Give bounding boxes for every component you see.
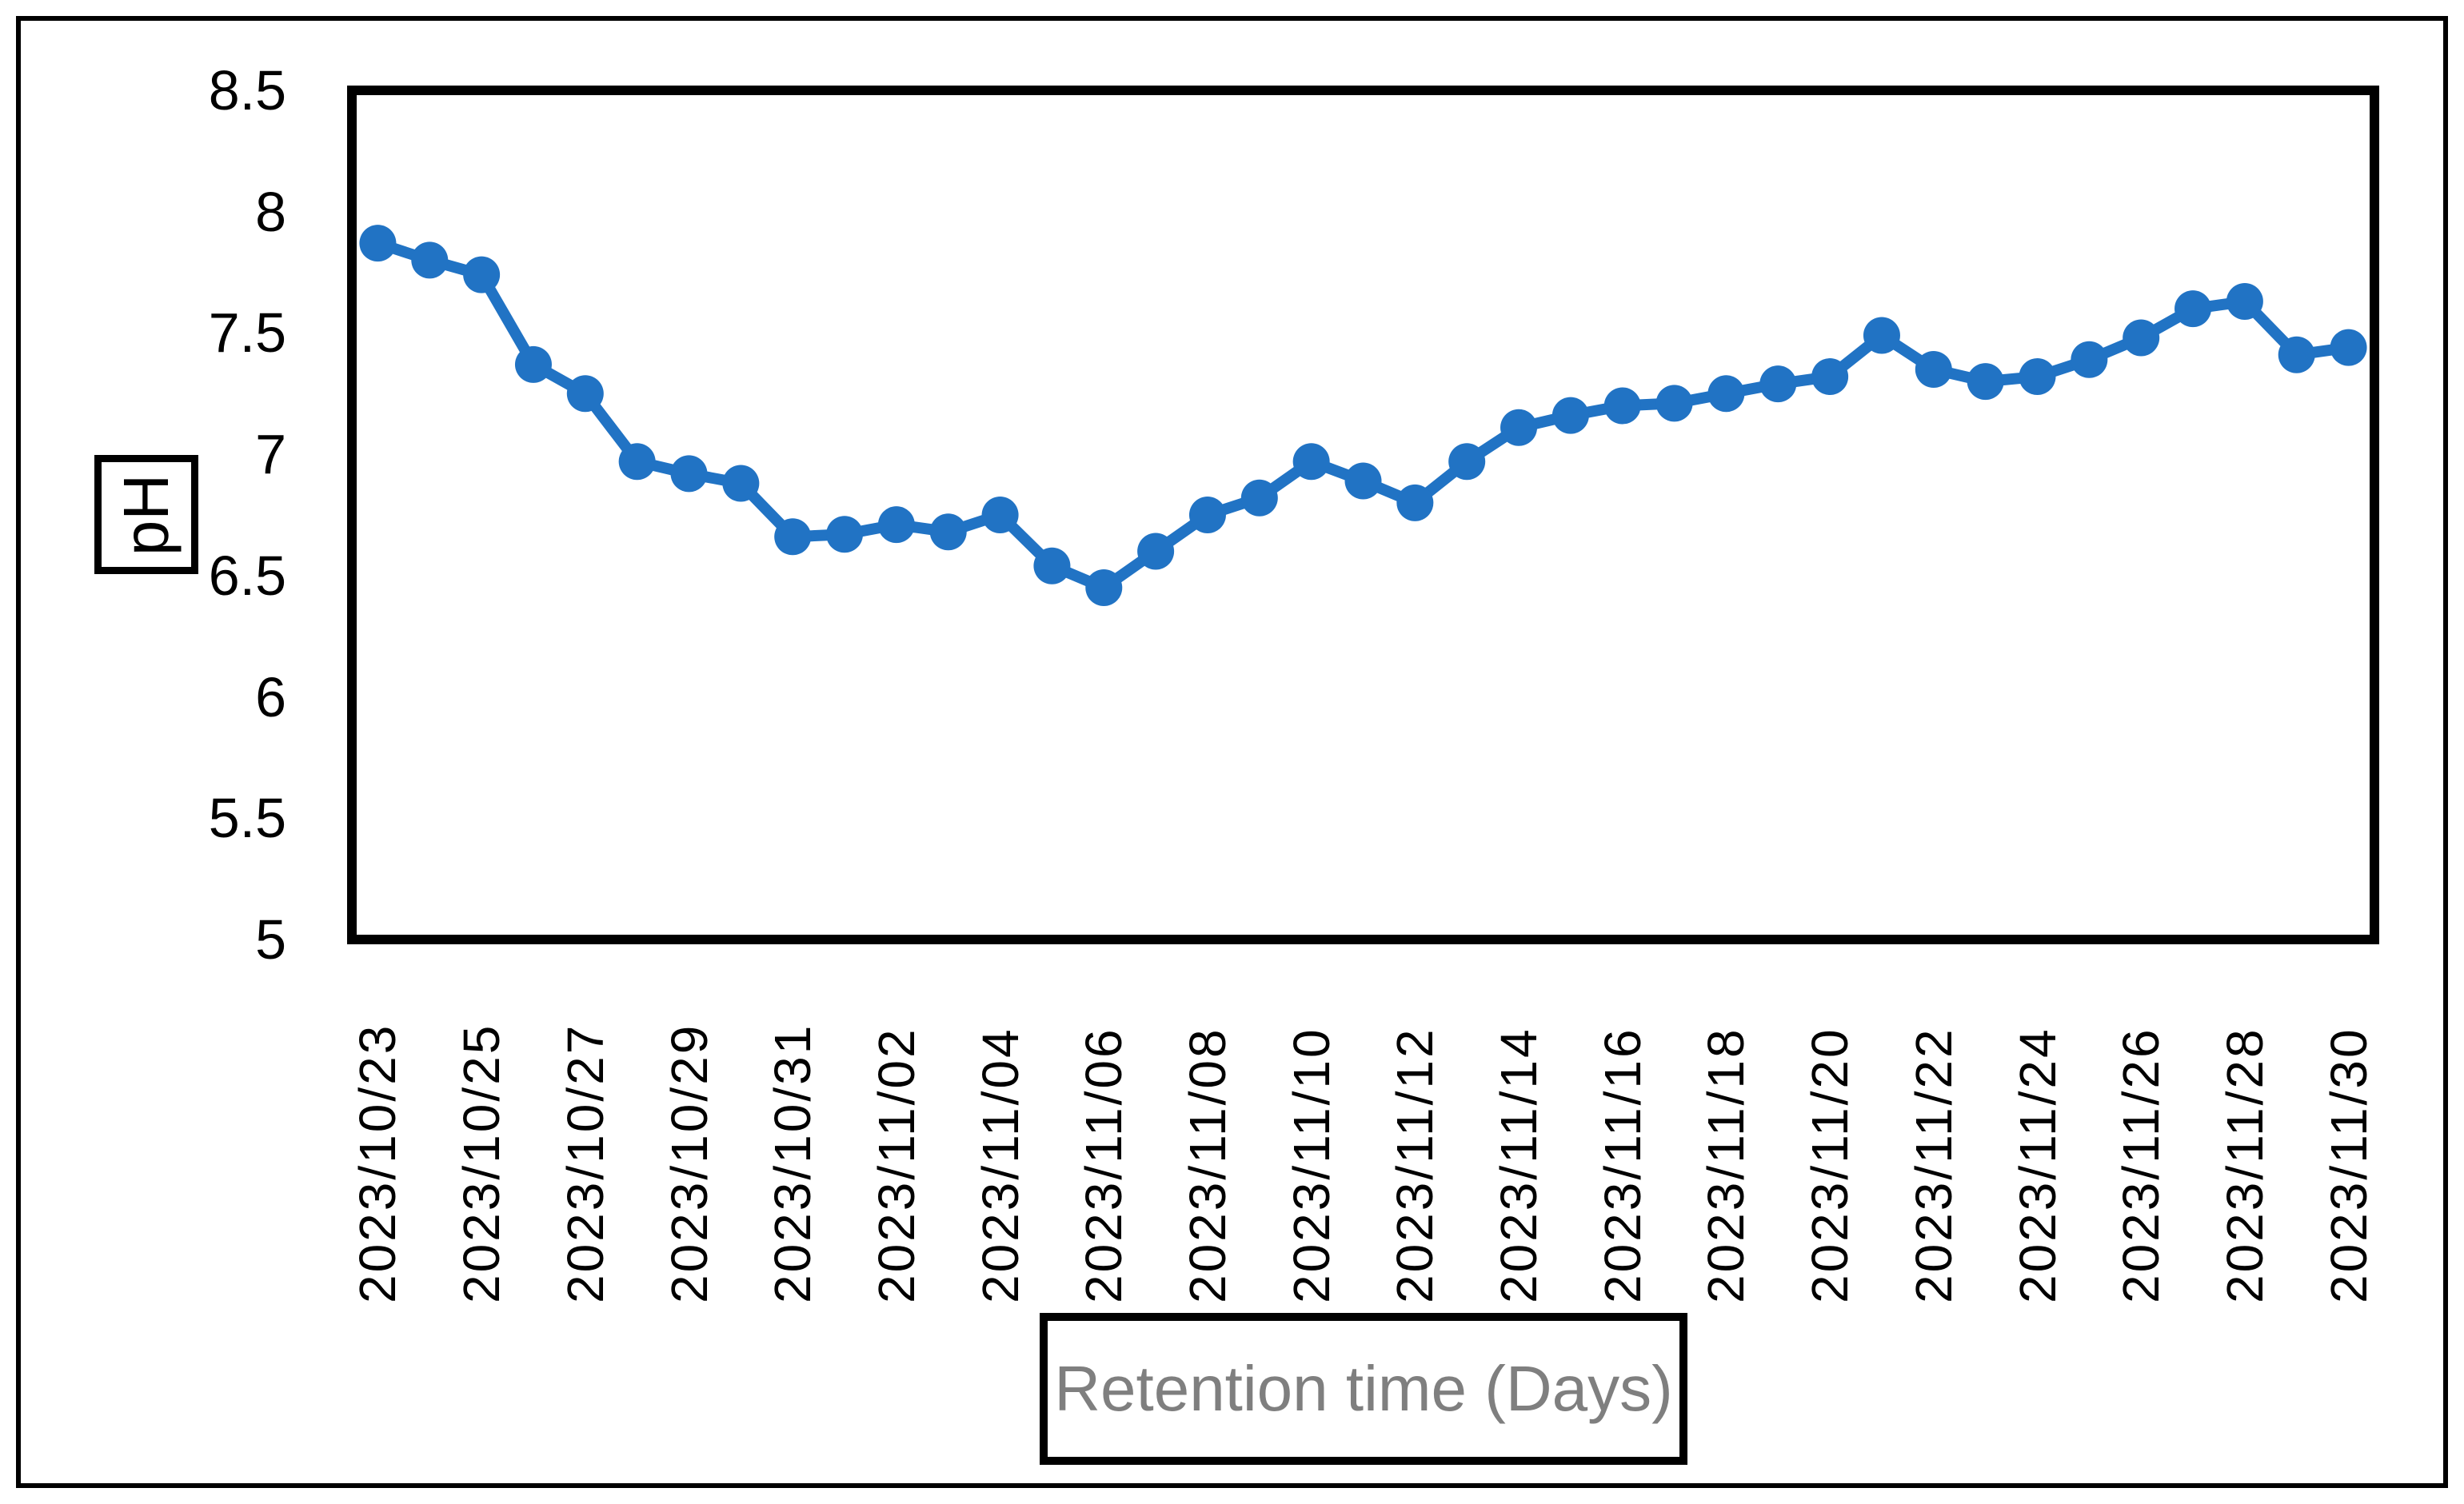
x-tick-label: 2023/11/26 bbox=[2112, 1027, 2170, 1303]
y-tick-label: 5 bbox=[255, 908, 286, 971]
x-tick-label: 2023/11/10 bbox=[1282, 1027, 1340, 1303]
data-point-2023/11/25 bbox=[2071, 341, 2108, 378]
data-point-2023/11/09 bbox=[1240, 479, 1278, 517]
data-point-2023/11/18 bbox=[1707, 375, 1745, 413]
y-tick-label: 8 bbox=[255, 180, 286, 243]
data-point-2023/11/13 bbox=[1448, 443, 1486, 481]
data-point-2023/11/10 bbox=[1292, 443, 1330, 481]
data-point-2023/11/26 bbox=[2123, 319, 2160, 357]
data-point-2023/10/26 bbox=[514, 345, 552, 383]
data-point-2023/10/27 bbox=[566, 375, 604, 413]
data-point-2023/11/17 bbox=[1655, 385, 1693, 422]
x-tick-label: 2023/11/08 bbox=[1178, 1027, 1236, 1303]
data-point-2023/10/31 bbox=[774, 518, 812, 556]
data-point-2023/11/22 bbox=[1915, 350, 1952, 388]
data-point-2023/10/23 bbox=[359, 225, 397, 262]
y-tick-label: 7.5 bbox=[208, 301, 286, 365]
data-point-2023/11/29 bbox=[2278, 336, 2315, 373]
data-point-2023/11/24 bbox=[2019, 358, 2056, 396]
x-tick-label: 2023/11/30 bbox=[2319, 1027, 2378, 1303]
data-point-2023/10/24 bbox=[411, 241, 449, 279]
data-point-2023/11/30 bbox=[2330, 329, 2367, 366]
x-tick-label: 2023/11/18 bbox=[1697, 1027, 1755, 1303]
data-point-2023/11/02 bbox=[877, 506, 915, 544]
y-tick-label: 6 bbox=[255, 665, 286, 728]
data-point-2023/11/03 bbox=[929, 513, 967, 551]
x-tick-label: 2023/10/27 bbox=[556, 1023, 614, 1303]
data-point-2023/11/20 bbox=[1811, 358, 1849, 396]
y-tick-label: 6.5 bbox=[208, 544, 286, 607]
data-point-2023/11/12 bbox=[1396, 484, 1434, 521]
data-point-2023/11/21 bbox=[1863, 317, 1900, 354]
data-point-2023/11/05 bbox=[1033, 547, 1071, 584]
y-tick-label: 7 bbox=[255, 423, 286, 486]
data-point-2023/11/15 bbox=[1551, 397, 1589, 434]
y-axis-title: pH bbox=[110, 473, 182, 556]
data-point-2023/10/28 bbox=[618, 443, 656, 481]
data-point-2023/10/25 bbox=[463, 256, 501, 293]
data-point-2023/11/28 bbox=[2226, 282, 2263, 320]
x-tick-label: 2023/11/06 bbox=[1075, 1027, 1133, 1303]
x-tick-label: 2023/11/22 bbox=[1904, 1027, 1963, 1303]
x-tick-label: 2023/10/23 bbox=[349, 1023, 407, 1303]
x-tick-label: 2023/11/16 bbox=[1593, 1027, 1651, 1303]
data-point-2023/11/23 bbox=[1967, 363, 2004, 401]
y-tick-label: 8.5 bbox=[208, 59, 286, 122]
data-point-2023/11/08 bbox=[1188, 497, 1226, 533]
data-point-2023/11/14 bbox=[1500, 409, 1538, 446]
x-tick-label: 2023/10/25 bbox=[453, 1023, 511, 1303]
series-line-pH bbox=[372, 237, 2354, 594]
data-point-2023/11/19 bbox=[1759, 365, 1797, 403]
x-tick-label: 2023/11/24 bbox=[2008, 1027, 2067, 1303]
plot-border bbox=[347, 86, 2379, 944]
x-tick-label: 2023/11/04 bbox=[971, 1027, 1029, 1303]
y-tick-label: 5.5 bbox=[208, 787, 286, 850]
data-point-2023/10/30 bbox=[722, 465, 760, 502]
data-point-2023/11/01 bbox=[826, 516, 864, 553]
x-tick-label: 2023/11/20 bbox=[1801, 1027, 1859, 1303]
data-point-2023/11/04 bbox=[981, 497, 1019, 533]
data-point-2023/11/06 bbox=[1085, 569, 1123, 607]
x-tick-label: 2023/10/31 bbox=[764, 1023, 822, 1303]
x-tick-label: 2023/11/02 bbox=[867, 1027, 925, 1303]
x-tick-label: 2023/11/12 bbox=[1386, 1027, 1444, 1303]
x-axis-title: Retention time (Days) bbox=[1054, 1353, 1673, 1424]
data-point-2023/11/27 bbox=[2174, 290, 2212, 328]
x-tick-label: 2023/11/28 bbox=[2215, 1027, 2274, 1303]
x-axis-title-box: Retention time (Days) bbox=[1040, 1313, 1687, 1465]
data-point-2023/11/16 bbox=[1603, 387, 1641, 425]
data-point-2023/11/07 bbox=[1137, 533, 1175, 570]
x-tick-label: 2023/11/14 bbox=[1490, 1027, 1548, 1303]
figure-border bbox=[16, 16, 2448, 1488]
x-tick-label: 2023/10/29 bbox=[660, 1023, 718, 1303]
y-axis-title-box: pH bbox=[94, 455, 198, 574]
data-point-2023/10/29 bbox=[670, 455, 708, 493]
data-point-2023/11/11 bbox=[1344, 462, 1382, 500]
